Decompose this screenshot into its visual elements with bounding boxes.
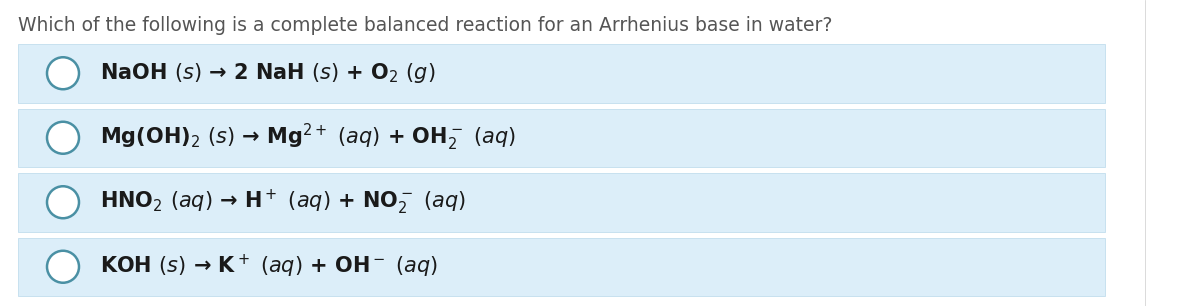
Text: NaOH $(s)$ → 2 NaH $(s)$ + O$_2$ $(g)$: NaOH $(s)$ → 2 NaH $(s)$ + O$_2$ $(g)$ [100,61,436,85]
Text: HNO$_2$ $(aq)$ → H$^+$ $(aq)$ + NO$_2^-$ $(aq)$: HNO$_2$ $(aq)$ → H$^+$ $(aq)$ + NO$_2^-$… [100,188,466,217]
Ellipse shape [47,57,79,89]
Ellipse shape [47,186,79,218]
Text: Which of the following is a complete balanced reaction for an Arrhenius base in : Which of the following is a complete bal… [18,16,833,35]
Ellipse shape [47,251,79,283]
Text: Mg(OH)$_2$ $(s)$ → Mg$^{2+}$ $(aq)$ + OH$_2^-$ $(aq)$: Mg(OH)$_2$ $(s)$ → Mg$^{2+}$ $(aq)$ + OH… [100,122,516,153]
FancyBboxPatch shape [18,44,1105,103]
Ellipse shape [47,122,79,154]
Text: KOH $(s)$ → K$^+$ $(aq)$ + OH$^-$ $(aq)$: KOH $(s)$ → K$^+$ $(aq)$ + OH$^-$ $(aq)$ [100,253,438,280]
FancyBboxPatch shape [18,109,1105,167]
FancyBboxPatch shape [18,237,1105,296]
FancyBboxPatch shape [18,173,1105,232]
